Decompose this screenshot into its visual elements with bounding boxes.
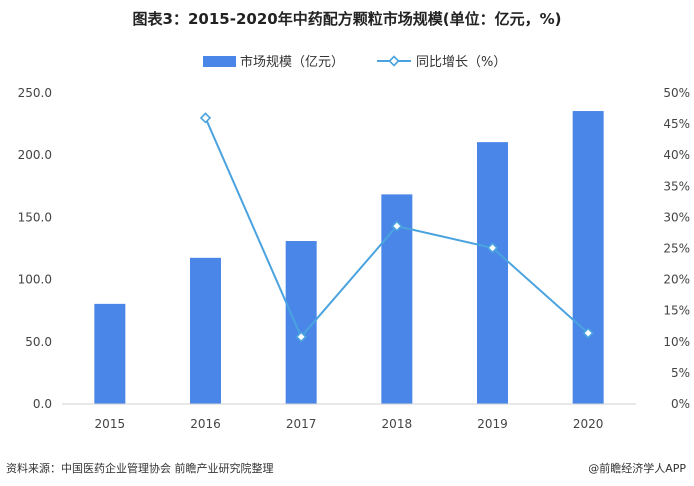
- x-tick-label: 2015: [95, 417, 126, 431]
- x-tick-label: 2019: [477, 417, 508, 431]
- line-point: [295, 331, 307, 343]
- left-tick-label: 200.0: [18, 148, 52, 162]
- left-tick-label: 50.0: [25, 335, 52, 349]
- x-axis: 2015 2016 2017 2018 2019 2020: [62, 403, 636, 431]
- right-tick-label: 50%: [663, 86, 690, 100]
- legend: 市场规模（亿元） 同比增长（%）: [203, 54, 506, 70]
- right-tick-label: 15%: [663, 304, 690, 318]
- left-tick-label: 150.0: [18, 210, 52, 224]
- right-tick-label: 20%: [663, 273, 690, 287]
- x-tick-label: 2016: [190, 417, 221, 431]
- line-point: [199, 112, 212, 124]
- line-series: [199, 112, 594, 343]
- right-tick-label: 40%: [663, 148, 690, 162]
- bar: [477, 142, 508, 404]
- x-tick-label: 2017: [286, 417, 317, 431]
- right-tick-label: 30%: [663, 210, 690, 224]
- bar: [285, 241, 317, 404]
- chart-title: 图表3：2015-2020年中药配方颗粒市场规模(单位：亿元，%): [132, 10, 562, 28]
- legend-bar-label: 市场规模（亿元）: [240, 54, 344, 70]
- line-point: [582, 327, 594, 339]
- left-tick-label: 250.0: [18, 86, 52, 100]
- right-tick-label: 35%: [663, 179, 690, 193]
- left-tick-label: 0.0: [33, 397, 52, 411]
- bar: [190, 257, 221, 404]
- bar: [572, 111, 604, 405]
- bar: [94, 303, 126, 404]
- x-tick-label: 2020: [573, 417, 604, 431]
- line-point: [391, 220, 403, 232]
- legend-bar-swatch: [203, 56, 236, 67]
- source-note: 资料来源：中国医药企业管理协会 前瞻产业研究院整理: [6, 462, 274, 475]
- x-tick-label: 2018: [382, 417, 413, 431]
- right-axis: 0% 5% 10% 15% 20% 25% 30% 35% 40% 45% 50%: [663, 86, 690, 411]
- legend-line-marker: [388, 55, 400, 67]
- right-tick-label: 25%: [663, 242, 690, 256]
- legend-line-label: 同比增长（%）: [416, 55, 506, 70]
- right-tick-label: 10%: [663, 335, 690, 349]
- left-tick-label: 100.0: [18, 273, 52, 287]
- right-tick-label: 5%: [671, 366, 690, 380]
- right-tick-label: 45%: [663, 117, 690, 131]
- line-point: [486, 242, 499, 254]
- app-credit: @前瞻经济学人APP: [588, 462, 686, 475]
- left-axis: 0.0 50.0 100.0 150.0 200.0 250.0: [18, 86, 52, 411]
- right-tick-label: 0%: [671, 397, 690, 411]
- bar-series: [94, 111, 604, 405]
